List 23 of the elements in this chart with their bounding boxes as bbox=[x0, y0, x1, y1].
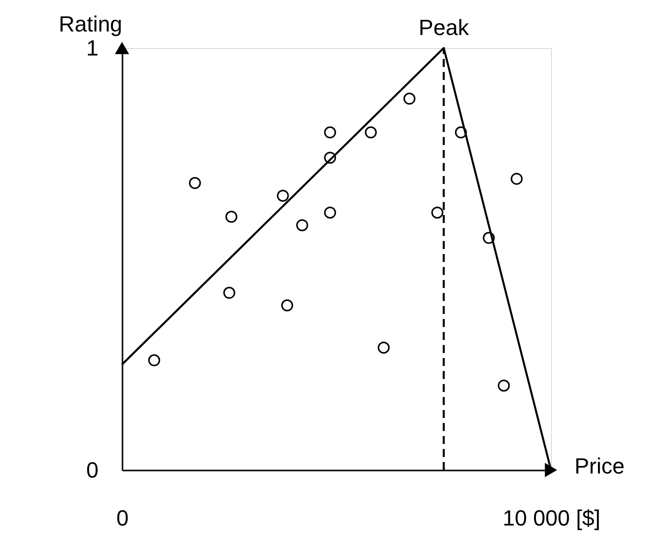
point bbox=[281, 299, 294, 312]
point bbox=[431, 206, 444, 219]
point bbox=[482, 232, 495, 244]
annotation: Peak bbox=[418, 15, 470, 40]
point bbox=[188, 177, 201, 190]
point bbox=[378, 342, 390, 354]
point bbox=[403, 92, 416, 105]
point bbox=[324, 152, 336, 164]
point bbox=[454, 126, 467, 138]
point bbox=[510, 172, 523, 185]
point bbox=[498, 380, 510, 392]
point bbox=[223, 286, 236, 299]
y-axis-title: Rating bbox=[58, 12, 122, 36]
point bbox=[324, 126, 336, 138]
point bbox=[276, 190, 289, 202]
point bbox=[364, 126, 377, 138]
x-axis-title: Price bbox=[574, 454, 625, 478]
y-tick-label: 1 bbox=[86, 36, 98, 60]
x-tick-label: 10 000 [$] bbox=[502, 506, 600, 530]
point bbox=[296, 219, 308, 232]
point bbox=[148, 354, 160, 366]
point bbox=[324, 206, 336, 219]
point bbox=[225, 210, 238, 223]
